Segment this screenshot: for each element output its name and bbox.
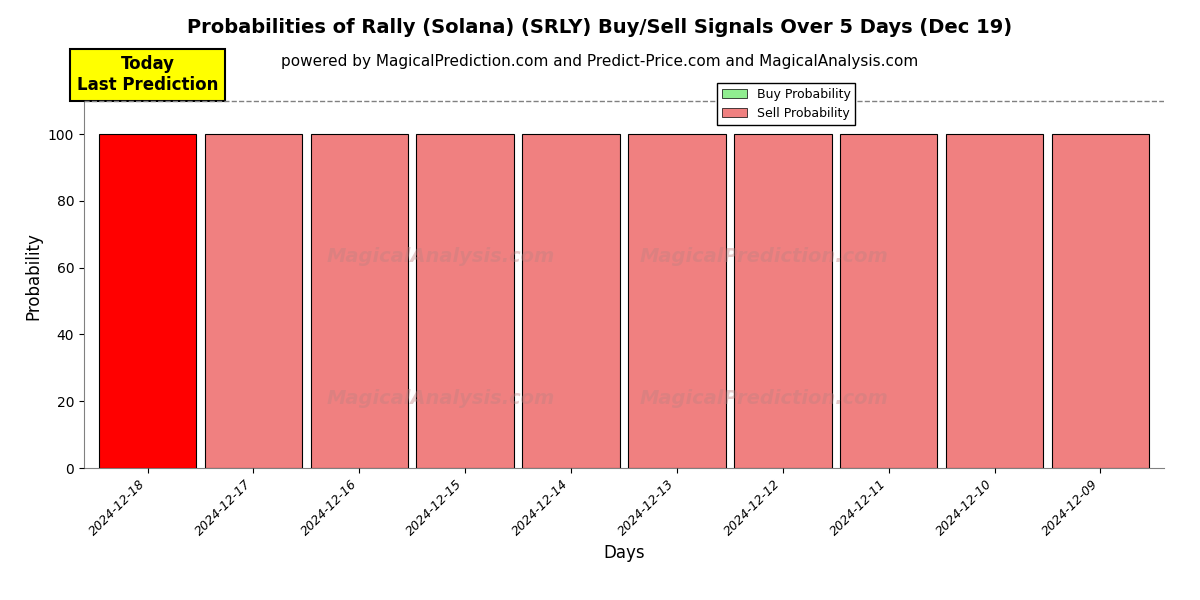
- Bar: [1051, 134, 1150, 468]
- Text: MagicalPrediction.com: MagicalPrediction.com: [640, 389, 889, 409]
- Text: Probabilities of Rally (Solana) (SRLY) Buy/Sell Signals Over 5 Days (Dec 19): Probabilities of Rally (Solana) (SRLY) B…: [187, 18, 1013, 37]
- Bar: [840, 134, 937, 468]
- Bar: [98, 134, 197, 468]
- Bar: [416, 134, 514, 468]
- Text: MagicalAnalysis.com: MagicalAnalysis.com: [326, 247, 554, 266]
- Text: MagicalAnalysis.com: MagicalAnalysis.com: [326, 389, 554, 409]
- Bar: [629, 134, 726, 468]
- Y-axis label: Probability: Probability: [24, 232, 42, 320]
- Bar: [205, 134, 302, 468]
- Text: powered by MagicalPrediction.com and Predict-Price.com and MagicalAnalysis.com: powered by MagicalPrediction.com and Pre…: [281, 54, 919, 69]
- Legend: Buy Probability, Sell Probability: Buy Probability, Sell Probability: [716, 83, 856, 125]
- X-axis label: Days: Days: [604, 544, 644, 562]
- Text: Today
Last Prediction: Today Last Prediction: [77, 55, 218, 94]
- Bar: [522, 134, 619, 468]
- Text: MagicalPrediction.com: MagicalPrediction.com: [640, 247, 889, 266]
- Bar: [734, 134, 832, 468]
- Bar: [946, 134, 1043, 468]
- Bar: [311, 134, 408, 468]
